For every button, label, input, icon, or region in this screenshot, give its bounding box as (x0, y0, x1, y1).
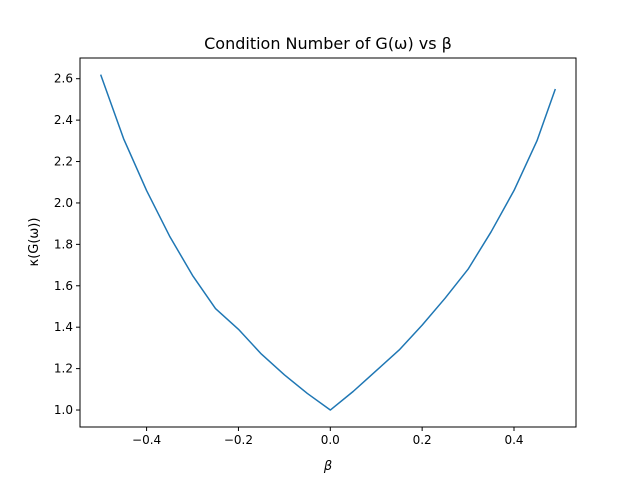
y-tick-label: 1.6 (54, 279, 73, 293)
series-layer (99, 74, 557, 411)
x-axis-label: β (323, 459, 332, 474)
y-tick-label: 1.4 (54, 320, 73, 334)
y-tick-label: 2.4 (54, 113, 73, 127)
y-tick-label: 2.6 (54, 72, 73, 86)
x-tick-label: 0.0 (321, 433, 340, 447)
x-tick-label: −0.4 (132, 433, 161, 447)
x-tick-label: −0.2 (224, 433, 253, 447)
y-tick-label: 1.0 (54, 403, 73, 417)
x-tick-label: 0.2 (413, 433, 432, 447)
x-tick-label: 0.4 (504, 433, 523, 447)
y-tick-label: 1.2 (54, 362, 73, 376)
x-axis-ticks: −0.4 −0.2 0.0 0.2 0.4 (132, 427, 524, 447)
series-line-0 (99, 74, 557, 411)
plot-frame (79, 57, 577, 428)
y-tick-label: 1.8 (54, 237, 73, 251)
y-tick-label: 2.0 (54, 196, 73, 210)
plot-area (80, 58, 576, 427)
y-axis-ticks: 1.0 1.2 1.4 1.6 1.8 2.0 2.2 2.4 2.6 (54, 72, 80, 417)
y-tick-label: 2.2 (54, 155, 73, 169)
chart-title: Condition Number of G(ω) vs β (204, 34, 452, 53)
y-axis-label: κ(G(ω)) (27, 218, 42, 267)
